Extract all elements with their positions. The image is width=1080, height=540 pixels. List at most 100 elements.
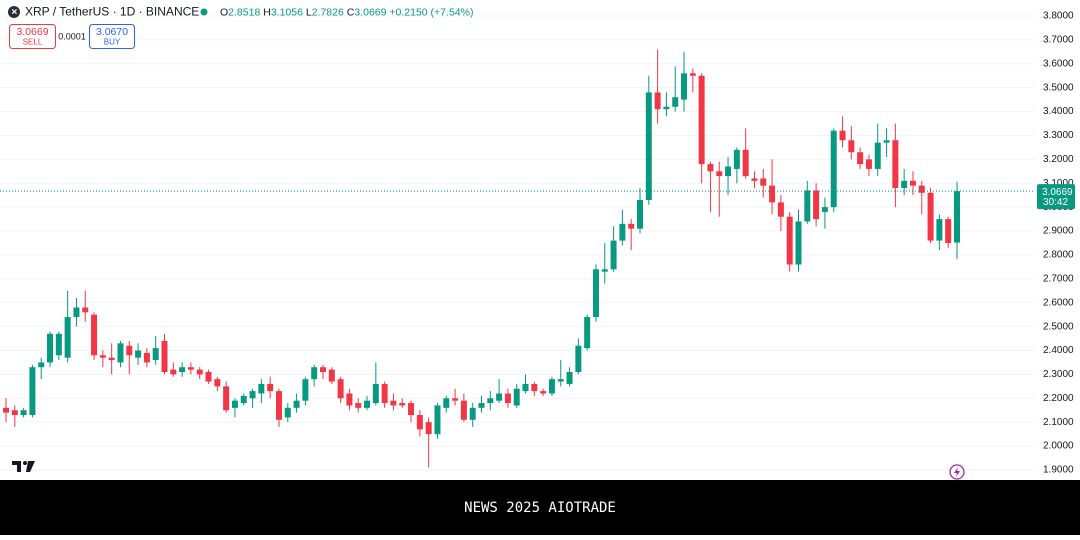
buy-label: BUY — [104, 38, 121, 47]
logo-part — [12, 461, 21, 472]
candle-body — [64, 317, 71, 358]
candle-body — [610, 240, 617, 270]
buy-button[interactable] — [89, 24, 135, 49]
candle-body — [99, 355, 106, 358]
y-tick-label: 2.3000 — [1043, 369, 1074, 380]
candle-body — [275, 391, 282, 420]
y-tick-label: 3.1000 — [1043, 178, 1074, 189]
candle-body — [619, 223, 626, 241]
symbol-icon — [8, 6, 20, 18]
candle-body — [223, 386, 230, 411]
candle-body — [240, 395, 247, 404]
ohlc-readout: O2.8518 H3.1056 L2.7826 C3.0669 +0.2150 … — [220, 6, 473, 18]
candle-body — [698, 75, 705, 165]
candle-body — [38, 362, 45, 368]
candle-body — [29, 367, 36, 416]
candle-body — [637, 199, 643, 229]
ohlc-value: 3.0669 — [354, 6, 386, 18]
sell-price: 3.0669 — [16, 26, 48, 38]
ohlc-label: O — [220, 6, 228, 18]
candle-body — [663, 106, 670, 110]
sell-button[interactable] — [9, 24, 56, 49]
candle-body — [848, 140, 855, 153]
candle-body — [231, 400, 238, 408]
candle-body — [311, 367, 318, 380]
logo-part — [23, 461, 27, 465]
candle-body — [328, 369, 335, 382]
candle-body — [645, 92, 652, 200]
footer-text: NEWS 2025 AIOTRADE — [464, 500, 616, 516]
candle-body — [390, 400, 397, 406]
ohlc-label: L — [306, 6, 312, 18]
candle-body — [460, 400, 467, 420]
candle-body — [918, 185, 925, 193]
candle-body — [214, 379, 221, 387]
candle-body — [161, 340, 168, 373]
last-price-tag — [1037, 184, 1075, 210]
candle-body — [927, 192, 934, 241]
y-tick-label: 2.8000 — [1043, 250, 1074, 261]
logo-part — [26, 461, 35, 472]
candle-body — [3, 407, 9, 413]
candle-body — [179, 367, 186, 373]
candle-body — [548, 379, 555, 394]
candle-body — [839, 130, 846, 141]
candle-body — [152, 348, 159, 361]
candle-body — [478, 403, 485, 408]
y-tick-label: 3.2000 — [1043, 154, 1074, 165]
sell-label: SELL — [23, 38, 43, 47]
y-tick-label: 2.9000 — [1043, 226, 1074, 237]
candle-body — [408, 403, 415, 416]
candle-body — [108, 357, 115, 361]
chart-background — [0, 0, 1080, 480]
candle-body — [540, 391, 547, 394]
candle-body — [267, 383, 274, 392]
candle-body — [654, 92, 661, 110]
y-tick-label: 3.8000 — [1043, 11, 1074, 22]
candle-body — [901, 180, 908, 189]
y-tick-label: 3.7000 — [1043, 35, 1074, 46]
candle-body — [786, 216, 793, 265]
buy-price: 3.0670 — [96, 26, 128, 38]
candle-body — [302, 379, 309, 401]
candle-body — [416, 415, 423, 430]
candle-body — [355, 403, 362, 408]
candle-body — [284, 407, 291, 418]
lightning-button[interactable] — [949, 464, 965, 480]
candle-body — [425, 422, 432, 435]
candle-body — [689, 73, 696, 76]
candle-body — [196, 369, 203, 375]
candle-body — [381, 383, 388, 404]
y-tick-label: 2.5000 — [1043, 321, 1074, 332]
candle-body — [804, 190, 811, 222]
candle-body — [82, 307, 89, 313]
candle-body — [504, 393, 511, 404]
candle-body — [575, 345, 582, 373]
candle-body — [170, 369, 177, 375]
candle-body — [733, 149, 740, 169]
candle-body — [47, 333, 54, 363]
candle-body — [874, 142, 881, 169]
candle-body — [337, 379, 344, 399]
candle-body — [681, 73, 688, 100]
candle-body — [830, 130, 837, 208]
candle-body — [399, 403, 406, 406]
candle-body — [55, 333, 62, 356]
candle-body — [954, 191, 960, 243]
candle-body — [742, 149, 749, 177]
candle-body — [20, 410, 27, 416]
candle-body — [205, 372, 212, 382]
candle-body — [936, 219, 943, 241]
candle-body — [566, 372, 573, 384]
y-tick-label: 2.4000 — [1043, 345, 1074, 356]
candle-body — [364, 400, 371, 408]
candle-body — [434, 405, 441, 435]
candle-body — [601, 269, 608, 272]
candle-body — [320, 367, 326, 373]
candle-body — [945, 219, 952, 243]
candle-body — [751, 178, 758, 181]
spread: 0.0001 — [58, 31, 86, 41]
candle-body — [795, 221, 802, 265]
y-tick-label: 2.0000 — [1043, 441, 1074, 452]
